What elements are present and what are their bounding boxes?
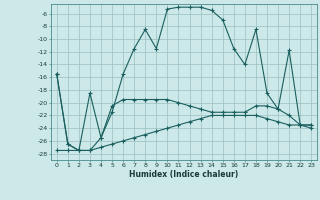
X-axis label: Humidex (Indice chaleur): Humidex (Indice chaleur) <box>129 170 239 179</box>
